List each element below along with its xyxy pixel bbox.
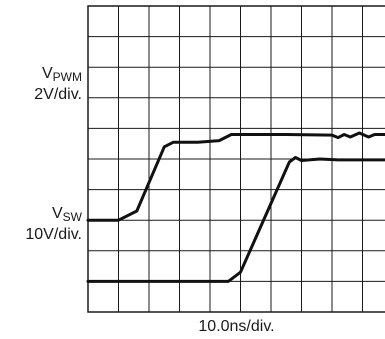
channel-2-scale: 10V/div. — [25, 226, 82, 243]
channel-2-label: VSW 10V/div. — [0, 205, 82, 244]
channel-1-label: VPWM 2V/div. — [0, 65, 82, 104]
channel-1-name: V — [42, 65, 53, 82]
channel-2-name: V — [51, 205, 63, 222]
trace-sw — [86, 156, 385, 283]
channel-1-subscript: PWM — [52, 70, 82, 84]
trace-pwm — [86, 131, 385, 222]
grid-frame — [87, 5, 385, 313]
x-axis-label: 10.0ns/div. — [198, 318, 275, 335]
traces — [86, 131, 385, 283]
channel-1-scale: 2V/div. — [34, 86, 82, 103]
channel-2-subscript: SW — [62, 210, 82, 224]
